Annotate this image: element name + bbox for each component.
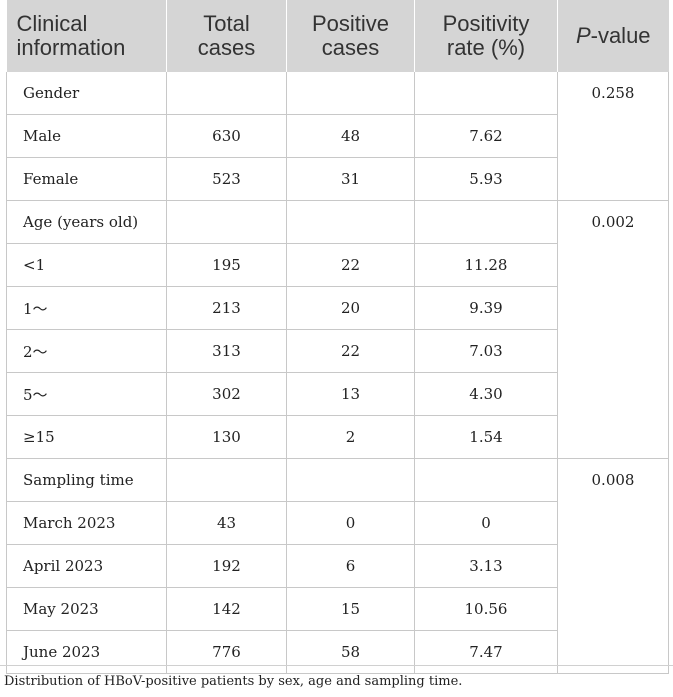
hbov-distribution-table: Clinical information Total cases Positiv… <box>6 0 669 674</box>
positivity-rate-cell: 5.93 <box>414 157 558 201</box>
positive-cases-cell: 6 <box>286 544 415 588</box>
p-value-cell: 0.002 <box>557 200 669 459</box>
header-row: Clinical information Total cases Positiv… <box>6 0 669 72</box>
row-label: June 2023 <box>6 630 167 674</box>
total-cases-cell: 313 <box>166 329 287 373</box>
positive-cases-cell: 2 <box>286 415 415 459</box>
positivity-rate-cell: 7.62 <box>414 114 558 158</box>
row-label: 1～ <box>6 286 167 330</box>
positivity-rate-cell: 4.30 <box>414 372 558 416</box>
table-row: June 2023 776 58 7.47 <box>6 630 669 674</box>
total-cases-cell: 523 <box>166 157 287 201</box>
row-label: 5～ <box>6 372 167 416</box>
empty-cell <box>166 458 287 502</box>
positive-cases-cell: 31 <box>286 157 415 201</box>
row-label: 2～ <box>6 329 167 373</box>
total-cases-cell: 43 <box>166 501 287 545</box>
caption-divider <box>0 665 673 666</box>
table-row: Male 630 48 7.62 <box>6 114 669 158</box>
table-row: 5～ 302 13 4.30 <box>6 372 669 416</box>
positive-cases-cell: 22 <box>286 329 415 373</box>
header-total-cases: Total cases <box>166 0 287 72</box>
empty-cell <box>166 200 287 244</box>
header-positive-cases: Positive cases <box>286 0 415 72</box>
table-row: Female 523 31 5.93 <box>6 157 669 201</box>
table-body: Gender 0.258 Male 630 48 7.62 Female 523… <box>6 72 669 674</box>
group-row: Age (years old) 0.002 <box>6 200 669 459</box>
empty-cell <box>166 72 287 115</box>
group-label: Sampling time <box>6 458 167 502</box>
empty-cell <box>414 200 558 244</box>
positive-cases-cell: 20 <box>286 286 415 330</box>
row-label: <1 <box>6 243 167 287</box>
group-row: Sampling time 0.008 <box>6 458 669 674</box>
table-row: 2～ 313 22 7.03 <box>6 329 669 373</box>
positivity-rate-cell: 7.47 <box>414 630 558 674</box>
positivity-rate-cell: 9.39 <box>414 286 558 330</box>
total-cases-cell: 302 <box>166 372 287 416</box>
header-positivity-rate: Positivity rate (%) <box>414 0 558 72</box>
positive-cases-cell: 58 <box>286 630 415 674</box>
empty-cell <box>286 458 415 502</box>
empty-cell <box>414 458 558 502</box>
row-label: Female <box>6 157 167 201</box>
table-caption: Distribution of HBoV-positive patients b… <box>4 674 463 689</box>
table-row: 1～ 213 20 9.39 <box>6 286 669 330</box>
positivity-rate-cell: 11.28 <box>414 243 558 287</box>
empty-cell <box>414 72 558 115</box>
total-cases-cell: 130 <box>166 415 287 459</box>
group-label: Gender <box>6 72 167 115</box>
positive-cases-cell: 13 <box>286 372 415 416</box>
table-row: March 2023 43 0 0 <box>6 501 669 545</box>
table-row: May 2023 142 15 10.56 <box>6 587 669 631</box>
total-cases-cell: 142 <box>166 587 287 631</box>
positivity-rate-cell: 7.03 <box>414 329 558 373</box>
header-clinical-information: Clinical information <box>6 0 167 72</box>
positivity-rate-cell: 10.56 <box>414 587 558 631</box>
total-cases-cell: 776 <box>166 630 287 674</box>
positivity-rate-cell: 1.54 <box>414 415 558 459</box>
group-row: Gender 0.258 <box>6 72 669 201</box>
header-p-value: P-value <box>557 0 669 72</box>
row-label: Male <box>6 114 167 158</box>
total-cases-cell: 195 <box>166 243 287 287</box>
positive-cases-cell: 0 <box>286 501 415 545</box>
table-header: Clinical information Total cases Positiv… <box>6 0 669 72</box>
group-label: Age (years old) <box>6 200 167 244</box>
table-row: <1 195 22 11.28 <box>6 243 669 287</box>
positive-cases-cell: 15 <box>286 587 415 631</box>
total-cases-cell: 192 <box>166 544 287 588</box>
p-value-cell: 0.258 <box>557 72 669 201</box>
row-label: May 2023 <box>6 587 167 631</box>
row-label: April 2023 <box>6 544 167 588</box>
table-row: April 2023 192 6 3.13 <box>6 544 669 588</box>
total-cases-cell: 630 <box>166 114 287 158</box>
positive-cases-cell: 48 <box>286 114 415 158</box>
positive-cases-cell: 22 <box>286 243 415 287</box>
total-cases-cell: 213 <box>166 286 287 330</box>
row-label: March 2023 <box>6 501 167 545</box>
positivity-rate-cell: 3.13 <box>414 544 558 588</box>
positivity-rate-cell: 0 <box>414 501 558 545</box>
empty-cell <box>286 200 415 244</box>
empty-cell <box>286 72 415 115</box>
p-value-cell: 0.008 <box>557 458 669 674</box>
row-label: ≥15 <box>6 415 167 459</box>
